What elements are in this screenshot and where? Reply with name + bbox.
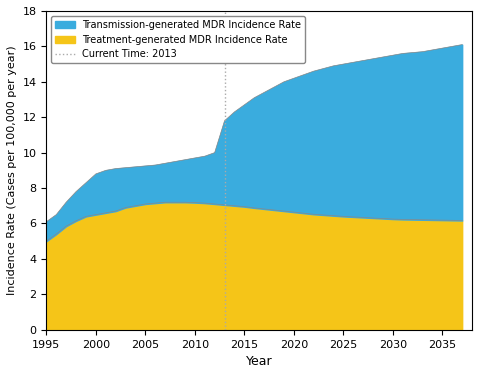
X-axis label: Year: Year — [246, 355, 273, 368]
Legend: Transmission-generated MDR Incidence Rate, Treatment-generated MDR Incidence Rat: Transmission-generated MDR Incidence Rat… — [51, 16, 305, 63]
Y-axis label: Incidence Rate (Cases per 100,000 per year): Incidence Rate (Cases per 100,000 per ye… — [7, 45, 17, 295]
